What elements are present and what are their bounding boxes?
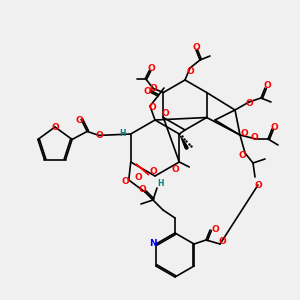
Text: O: O xyxy=(270,122,278,131)
Polygon shape xyxy=(136,164,149,175)
Text: O: O xyxy=(254,181,262,190)
Text: O: O xyxy=(238,151,246,160)
Text: O: O xyxy=(51,122,59,131)
Text: O: O xyxy=(134,172,142,182)
Text: O: O xyxy=(192,44,200,52)
Text: O: O xyxy=(245,100,253,109)
Text: O: O xyxy=(186,67,194,76)
Text: O: O xyxy=(148,103,156,112)
Text: H: H xyxy=(157,179,163,188)
Text: O: O xyxy=(149,84,157,93)
Text: O: O xyxy=(218,238,226,247)
Text: O: O xyxy=(250,133,258,142)
Text: O: O xyxy=(143,88,151,97)
Text: O: O xyxy=(171,164,179,173)
Text: O: O xyxy=(161,109,169,118)
Text: O: O xyxy=(122,178,130,187)
Text: O: O xyxy=(240,128,248,137)
Text: O: O xyxy=(150,167,158,176)
Text: O: O xyxy=(95,131,103,140)
Text: O: O xyxy=(211,226,219,235)
Text: O: O xyxy=(75,116,83,125)
Text: H: H xyxy=(119,130,126,139)
Text: N: N xyxy=(149,239,157,248)
Text: O: O xyxy=(263,82,271,91)
Text: O: O xyxy=(148,64,155,73)
Text: O: O xyxy=(138,185,146,194)
